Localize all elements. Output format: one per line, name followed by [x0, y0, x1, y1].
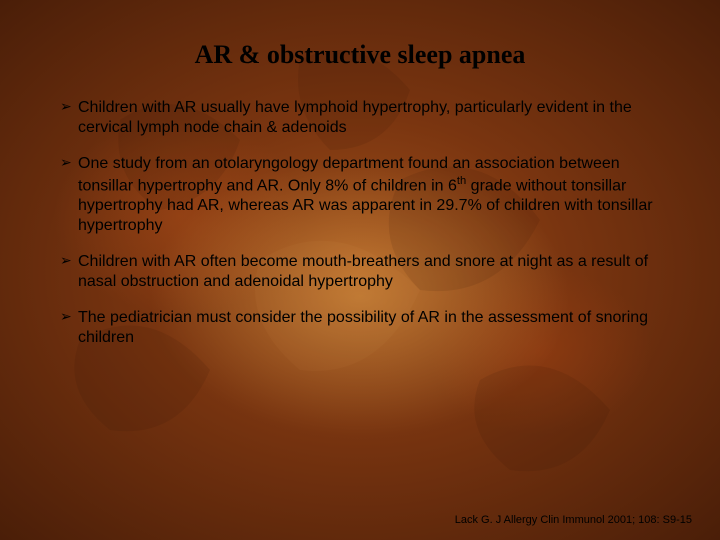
bullet-item: Children with AR often become mouth-brea… — [60, 252, 660, 292]
bullet-item: The pediatrician must consider the possi… — [60, 308, 660, 348]
slide-title: AR & obstructive sleep apnea — [60, 40, 660, 70]
bullet-item: Children with AR usually have lymphoid h… — [60, 98, 660, 138]
slide-container: AR & obstructive sleep apnea Children wi… — [0, 0, 720, 540]
bullet-list: Children with AR usually have lymphoid h… — [60, 98, 660, 348]
citation-text: Lack G. J Allergy Clin Immunol 2001; 108… — [455, 514, 692, 526]
bullet-item: One study from an otolaryngology departm… — [60, 154, 660, 236]
